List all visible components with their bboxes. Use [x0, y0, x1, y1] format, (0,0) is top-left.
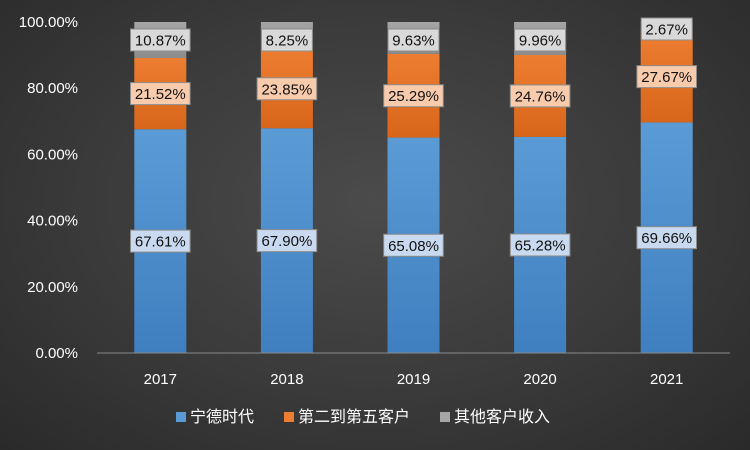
data-label: 27.67%: [641, 69, 692, 86]
data-labels: 67.61% 21.52% 10.87% 67.90% 23.85% 8.25% 65.08…: [130, 17, 698, 257]
y-tick-label: 60.00%: [27, 146, 78, 163]
data-label-box: [256, 229, 318, 253]
data-label-box: [383, 84, 444, 108]
data-label: 67.90%: [261, 233, 312, 250]
bars: [134, 22, 693, 353]
y-tick-label: 20.00%: [27, 279, 78, 296]
y-axis: 0.00% 20.00% 40.00% 60.00% 80.00% 100.00%: [19, 14, 78, 362]
data-label: 9.63%: [392, 33, 435, 50]
data-label: 2.67%: [645, 22, 688, 39]
x-tick-label: 2020: [523, 371, 556, 388]
data-label-box: [130, 82, 191, 106]
legend: 宁德时代 第二到第五客户 其他客户收入: [176, 407, 550, 426]
data-label-box: [640, 17, 693, 41]
data-label-box: [383, 233, 444, 257]
data-label-box: [256, 77, 318, 101]
data-label-box: [130, 229, 191, 253]
data-label-box: [260, 28, 313, 52]
legend-label: 第二到第五客户: [298, 407, 410, 426]
data-label: 8.25%: [266, 33, 309, 50]
data-label: 65.28%: [515, 237, 566, 254]
x-tick-label: 2019: [397, 371, 430, 388]
x-axis: 2017 2018 2019 2020 2021: [97, 352, 730, 388]
data-label-box: [514, 28, 567, 52]
data-label: 21.52%: [135, 86, 186, 103]
x-tick-label: 2017: [144, 371, 177, 388]
data-label: 25.29%: [388, 88, 439, 105]
data-label: 67.61%: [135, 234, 186, 251]
x-tick-label: 2018: [270, 371, 303, 388]
data-label-box: [636, 65, 698, 89]
y-tick-label: 0.00%: [35, 345, 78, 362]
data-label: 24.76%: [515, 88, 566, 105]
y-tick-label: 80.00%: [27, 80, 78, 97]
data-label-box: [130, 28, 191, 52]
legend-label: 宁德时代: [190, 407, 254, 426]
legend-swatch: [176, 412, 186, 422]
legend-label: 其他客户收入: [454, 407, 550, 426]
legend-swatch: [284, 412, 294, 422]
data-label: 65.08%: [388, 238, 439, 255]
y-tick-label: 40.00%: [27, 213, 78, 230]
data-label-box: [509, 233, 571, 257]
data-label: 9.96%: [519, 33, 562, 50]
data-label-box: [636, 226, 698, 250]
data-label: 23.85%: [261, 81, 312, 98]
data-label-box: [509, 84, 571, 108]
data-label: 10.87%: [135, 33, 186, 50]
data-label: 69.66%: [641, 230, 692, 247]
y-tick-label: 100.00%: [19, 14, 78, 31]
data-label-box: [387, 28, 440, 52]
x-tick-label: 2021: [650, 371, 683, 388]
legend-swatch: [440, 412, 450, 422]
